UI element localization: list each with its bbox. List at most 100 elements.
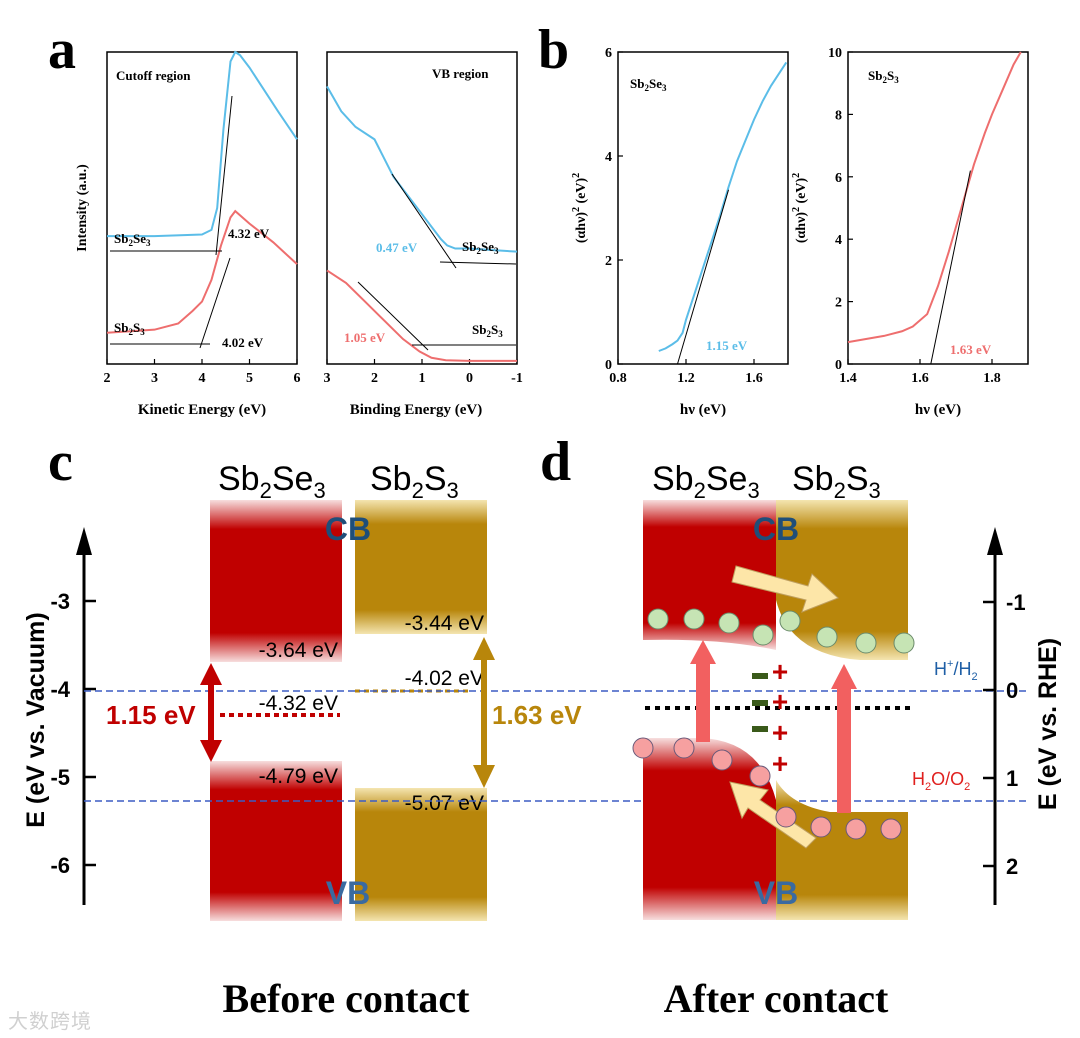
d-electrons — [647, 608, 915, 654]
a-left-fit-line-s-edge — [199, 257, 231, 349]
d-y-tick-label: 2 — [1006, 854, 1018, 879]
c-s-vb-value: -5.07 eV — [405, 792, 484, 815]
b-right-xlabel: hν (eV) — [915, 402, 961, 418]
panel-d: Sb2Se3 Sb2S3 CB VB + + + + — [632, 460, 1062, 1021]
panel-a-left: Cutoff region Intensity (a.u.) Kinetic E… — [75, 50, 301, 418]
b-left-ylabel: (αhν)2 (eV)2 — [571, 173, 589, 243]
d-y-tick-label: -1 — [1006, 590, 1026, 615]
b-left-annotation: 1.15 eV — [706, 338, 748, 353]
b-right-ylabel: (αhν)2 (eV)2 — [791, 173, 809, 243]
x-tick-label: 1.2 — [677, 371, 695, 386]
d-o-label: H2O/O2 — [912, 769, 970, 793]
d-electron — [893, 632, 915, 654]
d-sb2se3-cb — [643, 500, 776, 650]
c-material-sb2se3: Sb2Se3 — [218, 460, 326, 503]
y-tick-label: 2 — [835, 296, 842, 311]
a-left-fit-line-se-edge — [215, 95, 233, 256]
panel-b-right: Sb2S3 (αhν)2 (eV)2 hν (eV) 1.4 1.6 1.8 0 2 4 6… — [791, 46, 1029, 418]
c-sb2s3-cb — [355, 500, 487, 634]
c-material-sb2s3: Sb2S3 — [370, 460, 459, 503]
b-left-title: Sb2Se3 — [630, 76, 667, 93]
panel-letter-a: a — [48, 19, 76, 81]
c-title: Before contact — [223, 976, 471, 1021]
x-tick-label: 1 — [419, 371, 426, 386]
d-electron — [647, 608, 669, 630]
y-tick-label: 8 — [835, 108, 842, 123]
a-right-xlabel: Binding Energy (eV) — [350, 402, 483, 418]
d-positive-charges: + + + + — [772, 656, 788, 779]
d-electron — [816, 626, 838, 648]
a-right-annotation-105: 1.05 eV — [344, 330, 386, 345]
a-left-label-sb2se3: Sb2Se3 — [114, 231, 151, 248]
a-left-title: Cutoff region — [116, 68, 191, 83]
c-s-gap-value: 1.63 eV — [492, 700, 582, 730]
x-tick-label: 4 — [199, 371, 206, 386]
d-hole — [775, 806, 797, 828]
c-se-vb-value: -4.79 eV — [259, 765, 338, 788]
c-s-cb-value: -3.44 eV — [405, 612, 484, 635]
svg-text:+: + — [772, 748, 788, 779]
d-axis-label: E (eV vs. RHE) — [1034, 638, 1062, 810]
d-h-label: H+/H2 — [934, 658, 978, 683]
d-electron — [779, 610, 801, 632]
d-sb2se3-vb — [643, 738, 776, 920]
d-hole — [749, 765, 771, 787]
b-left-fit-line — [677, 189, 729, 365]
a-left-series-sb2se3 — [107, 50, 298, 238]
b-left-xlabel: hν (eV) — [680, 402, 726, 418]
a-left-annotation-432: 4.32 eV — [228, 226, 270, 241]
a-right-fit-line-se-base — [439, 261, 517, 265]
x-tick-label: 1.8 — [983, 371, 1001, 386]
y-tick-label: 6 — [835, 171, 842, 186]
y-tick-label: 2 — [605, 254, 612, 269]
y-tick-label: 6 — [605, 46, 612, 61]
y-tick-label: 0 — [835, 358, 842, 373]
d-negative-charges — [752, 673, 768, 732]
d-title: After contact — [664, 976, 889, 1021]
a-right-fit-line-se — [391, 173, 457, 269]
x-tick-label: 0.8 — [609, 371, 627, 386]
c-se-cb-value: -3.64 eV — [259, 639, 338, 662]
panel-letter-b: b — [538, 19, 569, 81]
d-hole — [673, 737, 695, 759]
c-sb2se3-cb — [210, 500, 342, 662]
x-tick-label: -1 — [511, 371, 523, 386]
x-tick-label: 1.4 — [839, 371, 857, 386]
d-material-sb2se3: Sb2Se3 — [652, 460, 760, 503]
d-hole-transfer-arrow — [729, 781, 817, 849]
panel-letter-c: c — [48, 431, 73, 493]
x-tick-label: 2 — [104, 371, 111, 386]
d-electron — [752, 624, 774, 646]
x-tick-label: 1.6 — [911, 371, 929, 386]
a-right-series-sb2se3 — [326, 85, 518, 253]
a-right-title: VB region — [432, 66, 489, 81]
d-electron — [718, 612, 740, 634]
svg-text:+: + — [772, 717, 788, 748]
a-left-label-sb2s3: Sb2S3 — [114, 320, 145, 337]
x-tick-label: 6 — [294, 371, 301, 386]
x-tick-label: 2 — [371, 371, 378, 386]
d-excitation-arrow-se — [696, 660, 710, 742]
panel-a-right: VB region Binding Energy (eV) 3 2 1 0 -1 Sb2… — [324, 51, 523, 418]
d-hole — [632, 737, 654, 759]
x-tick-label: 1.6 — [745, 371, 763, 386]
y-tick-label: 0 — [605, 358, 612, 373]
a-left-ylabel: Intensity (a.u.) — [75, 164, 90, 252]
a-right-series-sb2s3 — [326, 269, 517, 362]
c-y-tick-label: -3 — [50, 589, 70, 614]
svg-text:+: + — [772, 656, 788, 687]
d-sb2s3-cb — [776, 500, 908, 660]
d-excitation-arrow-s — [837, 685, 851, 813]
b-right-fit-line — [930, 170, 971, 365]
svg-text:+: + — [772, 686, 788, 717]
d-y-axis-arrow — [987, 527, 1003, 555]
a-left-series-sb2s3 — [106, 209, 298, 334]
x-tick-label: 5 — [246, 371, 253, 386]
watermark: 大数跨境 — [8, 1009, 92, 1033]
panel-b-left: Sb2Se3 (αhν)2 (eV)2 hν (eV) 0.8 1.2 1.6 0 2 4… — [571, 46, 789, 418]
d-y-tick-label: 0 — [1006, 678, 1018, 703]
b-right-annotation: 1.63 eV — [950, 342, 992, 357]
c-vb-label: VB — [326, 875, 370, 911]
a-left-annotation-402: 4.02 eV — [222, 335, 264, 350]
d-electron — [855, 632, 877, 654]
